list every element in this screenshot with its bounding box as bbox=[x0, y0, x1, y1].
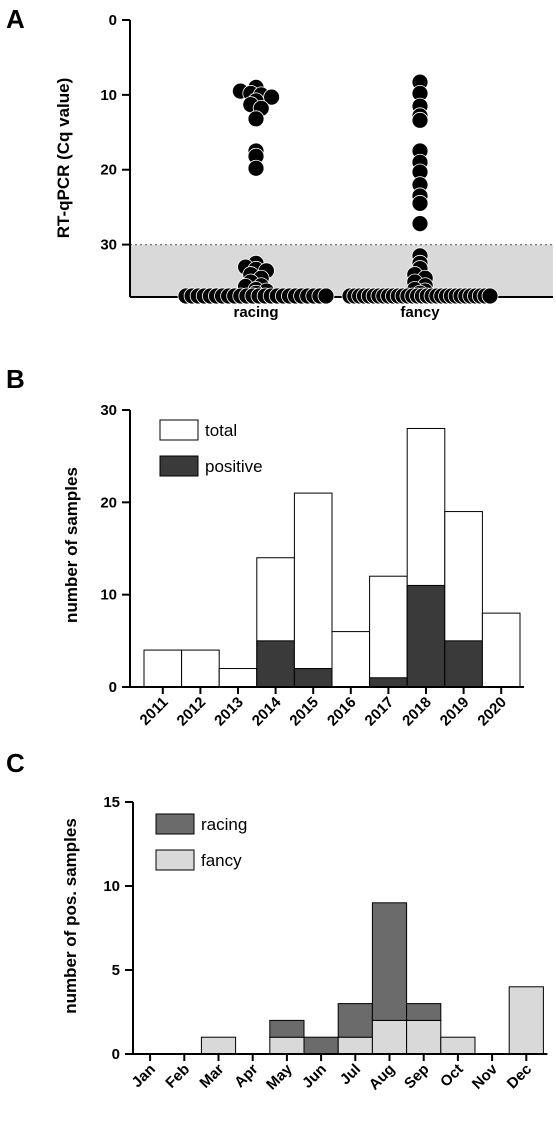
bar-fancy bbox=[337, 1036, 373, 1055]
y-tick-label: 30 bbox=[100, 237, 117, 254]
x-tick-label: 2017 bbox=[362, 694, 398, 730]
x-tick-label: Apr bbox=[231, 1061, 261, 1091]
x-tick-label: Mar bbox=[196, 1061, 227, 1092]
x-tick-label: Jun bbox=[299, 1061, 330, 1092]
data-point bbox=[247, 159, 265, 177]
bar-fancy bbox=[440, 1036, 476, 1055]
bar-positive bbox=[444, 640, 483, 688]
x-tick-label: 2015 bbox=[286, 694, 322, 730]
legend-swatch bbox=[155, 849, 195, 871]
y-tick-label: 0 bbox=[109, 12, 117, 29]
x-tick-label: fancy bbox=[400, 304, 440, 321]
bar-racing bbox=[406, 1003, 442, 1021]
x-tick-label: Dec bbox=[504, 1061, 535, 1092]
x-tick-label: 2018 bbox=[399, 694, 435, 730]
y-tick-label: 20 bbox=[100, 162, 117, 179]
data-point bbox=[481, 287, 499, 305]
y-tick-label: 30 bbox=[100, 402, 117, 419]
legend-label: positive bbox=[205, 457, 263, 476]
panel-c-y-axis-label: number of pos. samples bbox=[61, 818, 80, 1014]
y-tick-label: 20 bbox=[100, 494, 117, 511]
bar-fancy bbox=[371, 1019, 408, 1055]
panel-b-y-axis-label: number of samples bbox=[62, 467, 81, 623]
y-tick-label: 0 bbox=[109, 679, 117, 696]
bar-total bbox=[331, 631, 371, 688]
legend-label: racing bbox=[201, 815, 247, 834]
bar-total bbox=[143, 649, 183, 688]
bar-total bbox=[481, 612, 521, 688]
panel-a-y-axis-label: RT-qPCR (Cq value) bbox=[54, 78, 73, 239]
y-tick-label: 15 bbox=[103, 794, 120, 811]
bar-fancy bbox=[200, 1036, 237, 1055]
x-tick-label: Jul bbox=[337, 1061, 364, 1088]
y-tick-label: 10 bbox=[100, 587, 117, 604]
legend-label: total bbox=[205, 421, 237, 440]
y-tick-label: 5 bbox=[112, 962, 120, 979]
bar-fancy bbox=[269, 1036, 305, 1055]
x-tick-label: May bbox=[263, 1060, 296, 1093]
bar-racing bbox=[303, 1036, 339, 1055]
x-tick-label: Jan bbox=[129, 1061, 159, 1091]
x-tick-label: Oct bbox=[437, 1061, 467, 1091]
x-tick-label: 2019 bbox=[437, 694, 473, 730]
bar-racing bbox=[371, 902, 408, 1021]
x-tick-label: Sep bbox=[401, 1061, 432, 1092]
y-tick-label: 0 bbox=[112, 1046, 120, 1063]
bar-fancy bbox=[406, 1019, 442, 1055]
panel-a-plot: 0 10 20 30 racing fancy bbox=[100, 12, 553, 321]
bar-positive bbox=[406, 584, 446, 688]
x-tick-label: 2012 bbox=[174, 694, 210, 730]
data-point bbox=[411, 215, 429, 233]
data-point bbox=[317, 287, 335, 305]
x-tick-label: 2014 bbox=[249, 693, 285, 729]
x-tick-label: Aug bbox=[366, 1061, 399, 1094]
panel-c-letter: C bbox=[6, 748, 25, 778]
y-tick-label: 10 bbox=[103, 878, 120, 895]
bar-positive bbox=[256, 640, 295, 688]
legend-swatch bbox=[159, 419, 199, 441]
panel-a-letter: A bbox=[6, 4, 25, 34]
bar-total bbox=[181, 649, 220, 688]
panel-c: C number of pos. samples Jan Feb Mar Apr May… bbox=[6, 748, 548, 1094]
y-tick-label: 10 bbox=[100, 87, 117, 104]
panel-b: B number of samples 2011 2012 2013 2014 2015… bbox=[6, 364, 524, 729]
bar-total bbox=[218, 668, 258, 688]
data-point bbox=[263, 88, 281, 106]
x-tick-label: Feb bbox=[162, 1061, 193, 1092]
x-tick-label: 2013 bbox=[211, 694, 247, 730]
bar-racing bbox=[337, 1003, 373, 1038]
legend-label: fancy bbox=[201, 851, 242, 870]
legend-swatch bbox=[155, 813, 195, 835]
bar-total bbox=[369, 575, 408, 688]
panel-b-plot: 2011 2012 2013 2014 2015 2016 2017 2018 2019 2020… bbox=[100, 402, 524, 729]
x-tick-label: 2016 bbox=[324, 694, 360, 730]
data-point bbox=[411, 111, 429, 129]
x-tick-label: 2011 bbox=[137, 694, 172, 729]
panel-c-plot: Jan Feb Mar Apr May Jun Jul Aug Sep Oct Nov Dec 0 5 10… bbox=[103, 794, 548, 1094]
x-tick-label: 2020 bbox=[474, 694, 510, 730]
data-point bbox=[247, 110, 265, 128]
legend-swatch bbox=[159, 455, 199, 477]
bar-fancy bbox=[508, 986, 544, 1055]
panel-b-letter: B bbox=[6, 364, 25, 394]
bar-total bbox=[293, 492, 333, 688]
data-point bbox=[411, 195, 429, 212]
bar-positive bbox=[293, 668, 333, 688]
x-tick-label: Nov bbox=[469, 1060, 502, 1093]
bar-positive bbox=[369, 677, 408, 688]
x-tick-label: racing bbox=[233, 304, 278, 321]
panel-a: A RT-qPCR (Cq value) 0 10 20 30 racing fancy bbox=[6, 4, 553, 321]
bar-racing bbox=[269, 1019, 305, 1038]
